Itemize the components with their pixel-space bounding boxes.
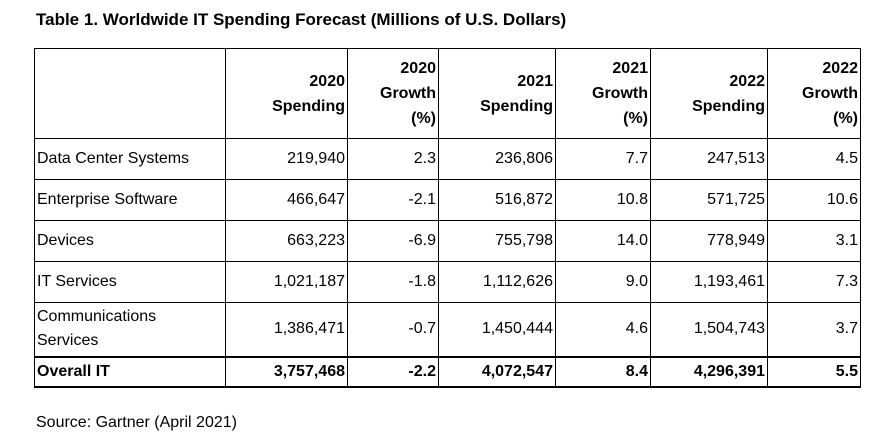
cell-2022-growth: 10.6 (767, 179, 861, 221)
header-line: 2021 (612, 60, 648, 77)
cell-2020-spending: 1,021,187 (225, 261, 348, 303)
cell-2021-growth: 4.6 (555, 302, 651, 357)
row-label: Devices (34, 220, 226, 262)
cell-2020-growth: -0.7 (347, 302, 439, 357)
header-empty (34, 48, 226, 139)
cell-2020-spending: 1,386,471 (225, 302, 348, 357)
header-2020-spending: 2020 Spending (225, 48, 348, 139)
header-line: 2022 (822, 60, 858, 77)
row-label: Communications Services (34, 302, 226, 357)
table-row: Devices 663,223 -6.9 755,798 14.0 778,94… (34, 220, 861, 262)
cell-2021-spending: 516,872 (438, 179, 556, 221)
cell-2020-spending: 663,223 (225, 220, 348, 262)
cell-2022-growth: 7.3 (767, 261, 861, 303)
cell-2022-growth: 3.7 (767, 302, 861, 357)
header-line: Growth (592, 85, 648, 102)
row-label: Data Center Systems (34, 138, 226, 180)
cell-2022-growth: 3.1 (767, 220, 861, 262)
header-2021-spending: 2021 Spending (438, 48, 556, 139)
header-2022-growth: 2022 Growth (%) (767, 48, 861, 139)
header-line: Growth (380, 85, 436, 102)
header-row: 2020 Spending 2020 Growth (%) 2021 Spend… (34, 48, 861, 139)
table-row: Communications Services 1,386,471 -0.7 1… (34, 302, 861, 357)
cell-2021-growth: 10.8 (555, 179, 651, 221)
header-2020-growth: 2020 Growth (%) (347, 48, 439, 139)
cell-2020-growth: -1.8 (347, 261, 439, 303)
total-2022-growth: 5.5 (767, 355, 861, 388)
header-line: Growth (802, 85, 858, 102)
table-row: Data Center Systems 219,940 2.3 236,806 … (34, 138, 861, 180)
total-2020-spending: 3,757,468 (225, 355, 348, 388)
cell-2021-spending: 755,798 (438, 220, 556, 262)
cell-2020-spending: 219,940 (225, 138, 348, 180)
table-row: Enterprise Software 466,647 -2.1 516,872… (34, 179, 861, 221)
total-2022-spending: 4,296,391 (650, 355, 768, 388)
cell-2022-spending: 1,193,461 (650, 261, 768, 303)
cell-2020-spending: 466,647 (225, 179, 348, 221)
header-line: 2021 (517, 72, 553, 90)
header-2022-spending: 2022 Spending (650, 48, 768, 139)
row-label: Enterprise Software (34, 179, 226, 221)
cell-2021-growth: 9.0 (555, 261, 651, 303)
total-row: Overall IT 3,757,468 -2.2 4,072,547 8.4 … (34, 355, 861, 388)
cell-2021-spending: 236,806 (438, 138, 556, 180)
header-line: 2020 (400, 60, 436, 77)
total-2021-spending: 4,072,547 (438, 355, 556, 388)
cell-2021-growth: 7.7 (555, 138, 651, 180)
cell-2021-spending: 1,112,626 (438, 261, 556, 303)
header-line: 2020 (309, 72, 345, 90)
cell-2022-spending: 1,504,743 (650, 302, 768, 357)
cell-2022-spending: 571,725 (650, 179, 768, 221)
table-row: IT Services 1,021,187 -1.8 1,112,626 9.0… (34, 261, 861, 303)
row-label: IT Services (34, 261, 226, 303)
cell-2022-spending: 778,949 (650, 220, 768, 262)
cell-2020-growth: 2.3 (347, 138, 439, 180)
cell-2022-spending: 247,513 (650, 138, 768, 180)
cell-2020-growth: -6.9 (347, 220, 439, 262)
cell-2021-growth: 14.0 (555, 220, 651, 262)
table-title: Table 1. Worldwide IT Spending Forecast … (36, 10, 567, 29)
cell-2021-spending: 1,450,444 (438, 302, 556, 357)
it-spending-table: 2020 Spending 2020 Growth (%) 2021 Spend… (34, 48, 861, 388)
header-line: Spending (480, 97, 553, 115)
cell-2022-growth: 4.5 (767, 138, 861, 180)
source-note: Source: Gartner (April 2021) (36, 414, 237, 431)
header-line: (%) (411, 110, 436, 127)
header-line: Spending (272, 97, 345, 115)
total-2020-growth: -2.2 (347, 355, 439, 388)
total-2021-growth: 8.4 (555, 355, 651, 388)
header-2021-growth: 2021 Growth (%) (555, 48, 651, 139)
cell-2020-growth: -2.1 (347, 179, 439, 221)
header-line: (%) (833, 110, 858, 127)
header-line: (%) (623, 110, 648, 127)
total-label: Overall IT (34, 355, 226, 388)
header-line: 2022 (729, 72, 765, 90)
header-line: Spending (692, 97, 765, 115)
